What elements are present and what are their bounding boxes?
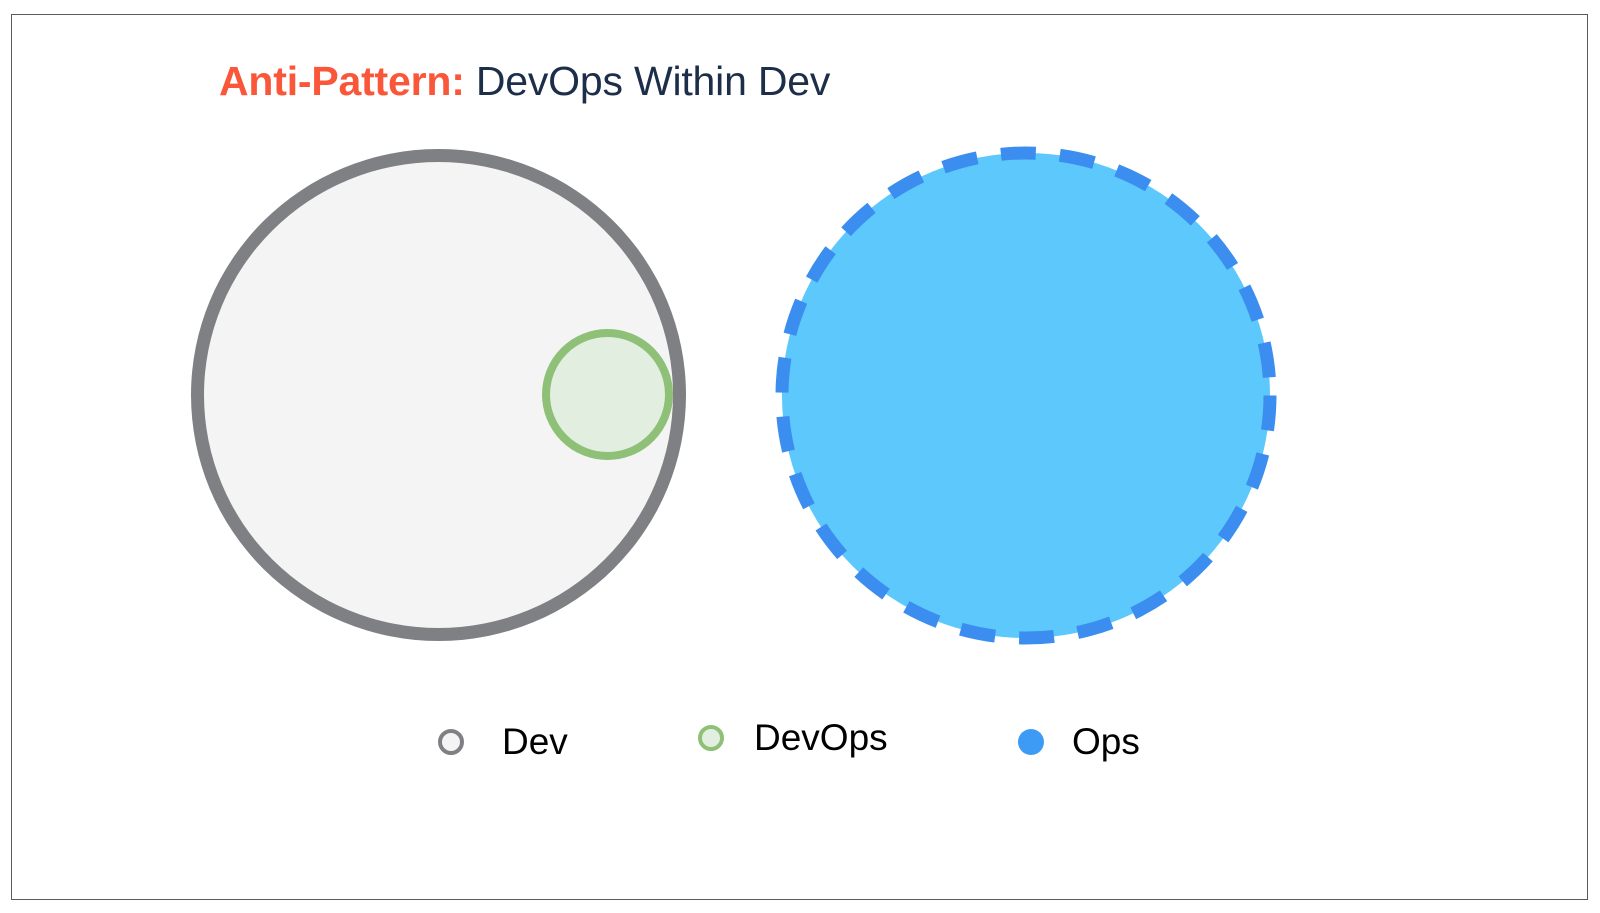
legend-label-dev: Dev (502, 721, 568, 762)
legend-item-ops[interactable]: Ops (1018, 723, 1140, 760)
legend-item-devops[interactable]: DevOps (698, 719, 888, 756)
ops-circle-icon (1018, 728, 1044, 755)
slide-frame: Anti-Pattern: DevOps Within Dev Dev DevO… (11, 14, 1588, 900)
dev-circle-icon (438, 728, 464, 755)
devops-circle-icon (698, 724, 724, 751)
legend-label-devops: DevOps (754, 717, 888, 758)
ops-circle (775, 146, 1277, 645)
title-rest: DevOps Within Dev (464, 58, 831, 104)
legend: Dev DevOps Ops (12, 709, 1589, 781)
venn-diagram (12, 15, 1589, 901)
page-title: Anti-Pattern: DevOps Within Dev (219, 57, 830, 106)
devops-circle (542, 329, 673, 460)
ops-circle-dashed-border (775, 146, 1277, 645)
legend-item-dev[interactable]: Dev (438, 723, 568, 760)
title-emphasis: Anti-Pattern: (219, 58, 465, 104)
ops-circle-fill (782, 153, 1270, 638)
legend-label-ops: Ops (1072, 721, 1140, 762)
